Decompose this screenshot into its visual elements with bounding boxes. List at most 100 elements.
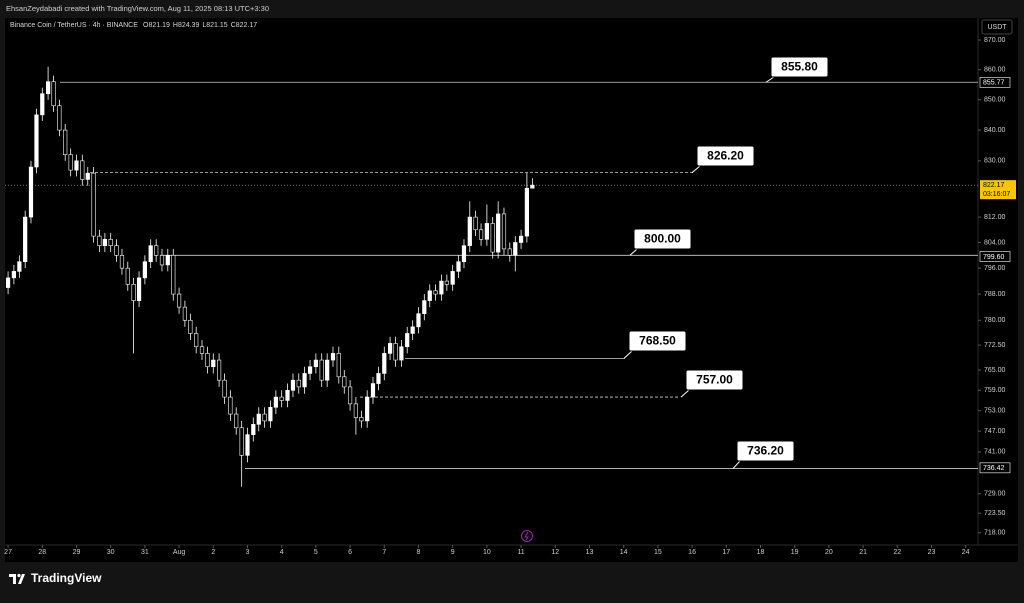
candle: [399, 340, 404, 367]
candle-body: [114, 245, 119, 256]
candle: [28, 160, 34, 224]
candle: [154, 239, 159, 262]
candle: [188, 313, 193, 341]
candle-body: [102, 239, 107, 246]
candle: [416, 307, 421, 334]
candle-body: [393, 343, 398, 361]
currency[interactable]: USDT: [987, 24, 1007, 31]
candle: [51, 75, 56, 112]
candle: [17, 255, 22, 278]
candle-body: [68, 154, 73, 171]
candle: [205, 346, 210, 374]
x-tick-label: 6: [348, 549, 352, 556]
candle-body: [222, 379, 227, 398]
candle-body: [211, 359, 216, 368]
candle: [530, 178, 535, 189]
callout-tail: [765, 76, 775, 83]
candle-body: [450, 271, 455, 285]
brand-logo: [9, 573, 25, 584]
candle-body: [501, 213, 507, 250]
candle: [296, 373, 301, 394]
candle: [467, 201, 472, 253]
candle: [307, 360, 313, 381]
candle-body: [467, 216, 472, 246]
candle: [478, 223, 484, 246]
events-icon[interactable]: [521, 530, 533, 542]
candle-body: [234, 413, 239, 429]
ohlc-value: 822.17: [236, 22, 258, 29]
candle: [102, 232, 107, 253]
candle: [251, 417, 256, 442]
candle: [285, 383, 290, 408]
candle: [290, 373, 296, 398]
candle-body: [74, 160, 79, 171]
candle: [518, 229, 524, 249]
candle: [256, 407, 261, 432]
y-tick-label: 765.00: [984, 367, 1006, 374]
x-tick-label: 10: [483, 549, 491, 556]
currency-box[interactable]: [981, 19, 1013, 35]
candle: [439, 274, 444, 301]
candle-body: [313, 359, 318, 368]
x-tick-label: 23: [928, 549, 936, 556]
x-tick-label: 9: [451, 549, 455, 556]
candle: [456, 255, 461, 278]
candle: [142, 255, 147, 285]
candle-body: [444, 280, 449, 285]
candle: [427, 284, 432, 308]
candle: [382, 346, 387, 381]
candle-body: [80, 160, 85, 180]
ohlc-letter: H: [173, 22, 178, 29]
logo-mark: [9, 574, 25, 584]
x-tick-label: 2: [211, 549, 215, 556]
candle-body: [85, 172, 90, 180]
candle: [85, 167, 90, 186]
candle-body: [194, 333, 199, 348]
candle: [11, 264, 16, 285]
candle-body: [239, 427, 244, 456]
price-label-box: [979, 77, 1011, 88]
candle: [114, 239, 119, 262]
candle-body: [490, 223, 495, 253]
candle-body: [57, 105, 62, 131]
candle: [108, 232, 113, 253]
candle: [279, 390, 284, 408]
last-price-box: [980, 180, 1016, 200]
candle-body: [63, 129, 68, 155]
y-tick-label: 840.00: [984, 127, 1006, 134]
candle-body: [524, 187, 529, 237]
y-tick-label: 804.00: [984, 239, 1006, 246]
candle: [268, 400, 273, 428]
candle-body: [45, 81, 51, 94]
candle-body: [342, 376, 347, 388]
x-tick-label: 28: [38, 549, 46, 556]
y-tick-label: 753.00: [984, 408, 1006, 415]
x-tick-label: 27: [4, 549, 12, 556]
candle-body: [273, 396, 278, 408]
x-tick-label: 17: [722, 549, 730, 556]
candle-body: [171, 254, 176, 295]
symbol-title: Binance Coin / TetherUS · 4h · BINANCE: [10, 22, 138, 29]
candle: [119, 248, 125, 275]
price-label-box: [979, 462, 1011, 474]
candle-body: [142, 261, 147, 279]
candle-body: [5, 277, 11, 288]
candle-body: [319, 359, 324, 381]
candle-body: [176, 293, 182, 308]
x-tick-label: 21: [859, 549, 867, 556]
callout-label: 768.50: [639, 334, 676, 348]
candle: [365, 390, 370, 428]
candle: [353, 397, 358, 435]
candle: [23, 210, 28, 269]
candle-body: [518, 235, 524, 243]
x-tick-label: 20: [825, 549, 833, 556]
y-tick-label: 747.00: [984, 428, 1006, 435]
price-label: 736.42: [983, 465, 1005, 472]
candle-body: [376, 373, 381, 384]
y-tick-label: 788.00: [984, 291, 1006, 298]
candle-body: [125, 267, 130, 285]
y-tick-label: 741.00: [984, 449, 1006, 456]
candle-body: [268, 406, 273, 422]
candle-body: [422, 300, 427, 314]
candle: [239, 420, 244, 487]
